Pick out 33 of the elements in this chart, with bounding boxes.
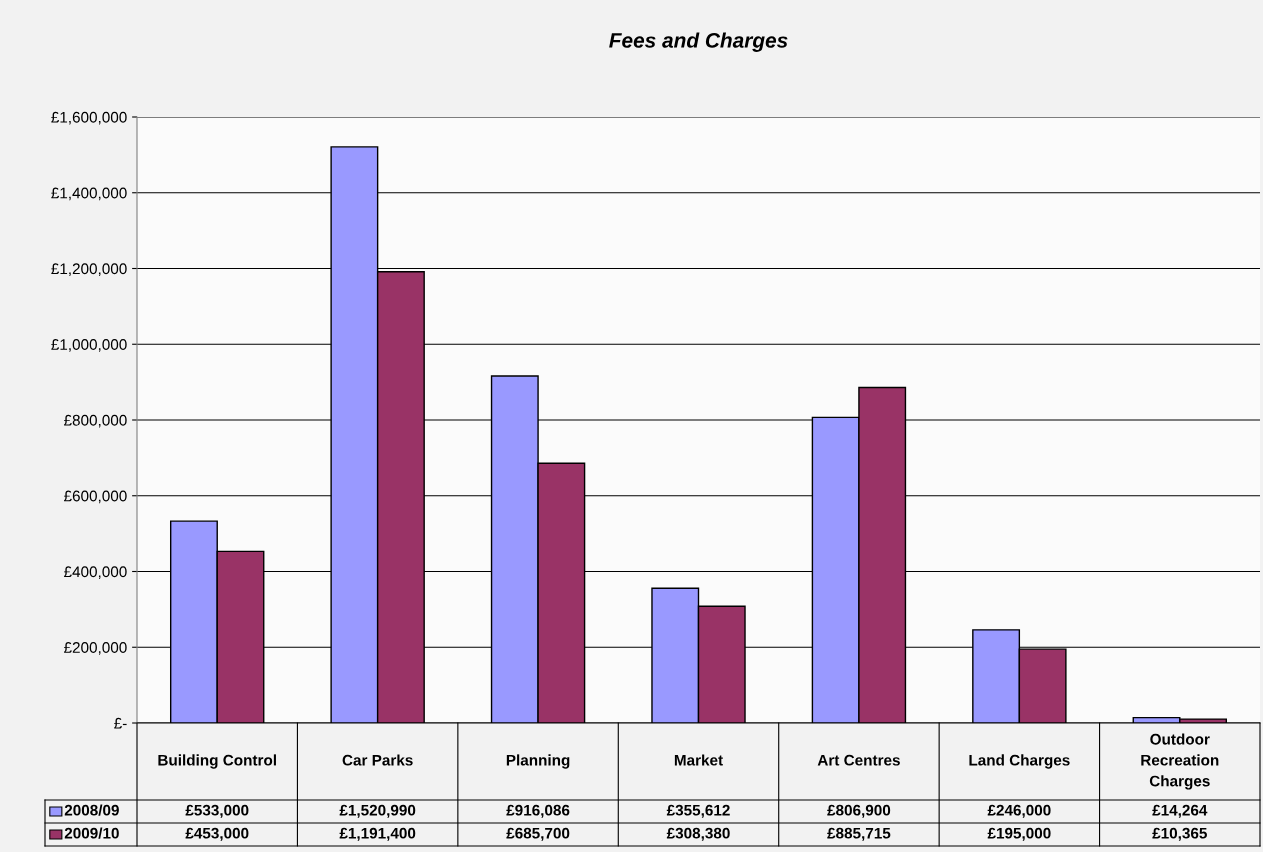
y-tick-label: £1,200,000 xyxy=(51,263,127,276)
data-label: £246,000 xyxy=(987,804,1051,818)
y-tick-label: £600,000 xyxy=(63,490,127,504)
y-tick-label: £400,000 xyxy=(63,566,127,579)
y-tick-label: £1,600,000 xyxy=(51,111,127,125)
data-label: £355,612 xyxy=(666,804,730,818)
legend-label: 2009/10 xyxy=(64,827,119,839)
data-label: £885,715 xyxy=(827,827,891,841)
x-tick-label: Art Centres xyxy=(817,754,900,766)
x-tick-label: Outdoor Recreation Charges xyxy=(1141,733,1219,790)
y-tick-label: £1,400,000 xyxy=(51,187,127,201)
y-tick-label: £800,000 xyxy=(63,414,127,428)
data-label: £533,000 xyxy=(185,804,249,818)
x-tick-label: Building Control xyxy=(158,754,276,769)
data-label: £685,700 xyxy=(506,827,570,841)
x-tick-label: Planning xyxy=(506,754,570,769)
x-tick-label: Land Charges xyxy=(969,754,1070,769)
x-tick-label: Car Parks xyxy=(342,754,413,766)
data-label: £308,380 xyxy=(666,827,730,841)
data-label: £14,264 xyxy=(1152,804,1208,818)
y-tick-label: £1,000,000 xyxy=(51,339,127,352)
data-label: £10,365 xyxy=(1152,827,1207,841)
data-label: £806,900 xyxy=(827,804,891,818)
data-label: £1,191,400 xyxy=(339,827,416,841)
y-tick-label: £- xyxy=(114,717,127,729)
y-tick-label: £200,000 xyxy=(63,642,127,655)
data-label: £1,520,990 xyxy=(339,804,416,818)
legend-label: 2008/09 xyxy=(64,804,119,816)
data-label: £453,000 xyxy=(185,827,249,841)
data-label: £195,000 xyxy=(987,827,1051,841)
chart-title: Fees and Charges xyxy=(609,32,788,52)
x-tick-label: Market xyxy=(674,754,723,766)
data-label: £916,086 xyxy=(506,804,570,818)
